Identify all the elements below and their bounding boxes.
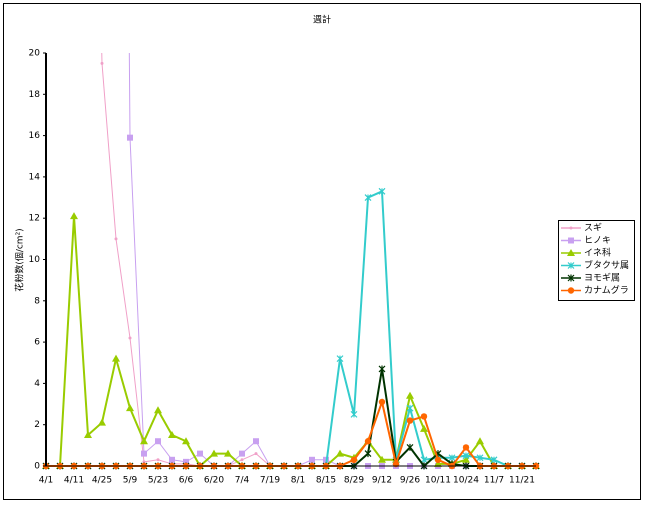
chart-frame	[3, 3, 641, 500]
y-tick-label: 2	[34, 420, 40, 430]
marker	[197, 450, 203, 457]
x-tick-label: 9/26	[400, 476, 420, 486]
marker	[568, 237, 574, 244]
x-tick-label: 7/19	[260, 476, 280, 486]
marker	[476, 454, 484, 462]
marker	[364, 194, 372, 201]
marker	[210, 449, 218, 457]
x-tick-label: 4/25	[92, 476, 112, 486]
marker	[100, 61, 104, 65]
y-axis-label: 花粉数(個/cm²)	[14, 228, 26, 291]
marker	[476, 437, 484, 445]
marker	[406, 417, 414, 424]
marker	[168, 431, 176, 439]
legend-label: スギ	[584, 223, 602, 234]
marker	[140, 437, 148, 445]
legend-label: カナムグラ	[584, 284, 629, 296]
marker	[567, 287, 575, 294]
y-tick-label: 8	[34, 296, 40, 306]
marker	[406, 404, 414, 412]
marker	[239, 450, 245, 457]
marker	[253, 438, 259, 445]
legend-label: ヒノキ	[584, 235, 611, 246]
legend-box	[558, 220, 635, 301]
y-tick-label: 10	[29, 255, 41, 265]
legend-label: ブタクサ属	[584, 259, 629, 271]
chart-title: 週計	[313, 14, 331, 26]
marker	[420, 413, 428, 420]
y-tick-label: 16	[29, 131, 41, 141]
marker	[70, 212, 78, 220]
marker	[156, 458, 160, 462]
marker	[114, 237, 118, 241]
marker	[98, 418, 106, 426]
y-tick-label: 12	[29, 214, 40, 224]
marker	[434, 456, 442, 464]
marker	[126, 404, 134, 412]
y-tick-label: 4	[34, 379, 40, 389]
legend-label: イネ科	[584, 247, 611, 259]
x-tick-label: 4/1	[39, 476, 53, 486]
y-tick-label: 6	[34, 338, 40, 348]
x-tick-label: 8/29	[344, 476, 364, 486]
marker	[462, 455, 470, 463]
marker	[378, 398, 386, 406]
marker	[169, 456, 175, 463]
marker	[378, 455, 386, 463]
marker	[448, 454, 456, 462]
x-tick-label: 5/23	[148, 476, 168, 486]
x-tick-label: 8/15	[316, 476, 336, 486]
marker	[350, 410, 358, 418]
marker	[406, 443, 414, 451]
marker	[155, 438, 161, 445]
marker	[128, 336, 132, 340]
marker	[336, 355, 344, 363]
y-tick-label: 18	[29, 90, 41, 100]
x-tick-label: 6/20	[204, 476, 224, 486]
marker	[350, 456, 358, 464]
marker	[254, 452, 258, 456]
marker	[462, 452, 470, 460]
legend-label: ヨモギ属	[584, 273, 620, 284]
y-tick-label: 20	[29, 49, 41, 59]
x-tick-label: 6/6	[179, 476, 194, 486]
marker	[336, 449, 344, 457]
marker	[490, 456, 498, 464]
marker	[378, 187, 386, 195]
x-tick-label: 10/24	[453, 476, 479, 486]
marker	[364, 438, 372, 445]
marker	[182, 437, 190, 445]
marker	[364, 450, 372, 458]
marker	[240, 458, 244, 462]
marker	[434, 459, 442, 467]
marker	[141, 450, 147, 457]
marker	[567, 249, 575, 256]
marker	[309, 456, 315, 463]
marker	[183, 458, 189, 465]
y-tick-label: 0	[34, 462, 40, 472]
marker	[406, 391, 414, 399]
x-tick-label: 10/11	[425, 476, 451, 486]
marker	[127, 134, 133, 141]
marker	[378, 365, 386, 373]
x-tick-label: 9/12	[372, 476, 392, 486]
y-tick-label: 14	[29, 172, 41, 182]
marker	[569, 226, 573, 230]
x-tick-label: 4/11	[64, 476, 84, 486]
x-tick-label: 11/21	[509, 476, 535, 486]
marker	[112, 354, 120, 362]
marker	[567, 274, 575, 282]
marker	[420, 424, 428, 432]
x-tick-label: 7/4	[235, 476, 250, 486]
marker	[462, 444, 470, 451]
marker	[224, 449, 232, 457]
x-tick-label: 5/9	[123, 476, 138, 486]
marker	[142, 460, 146, 464]
marker	[84, 431, 92, 439]
x-tick-label: 8/1	[291, 476, 305, 486]
x-tick-label: 11/7	[484, 476, 504, 486]
marker	[154, 406, 162, 414]
marker	[567, 262, 575, 269]
